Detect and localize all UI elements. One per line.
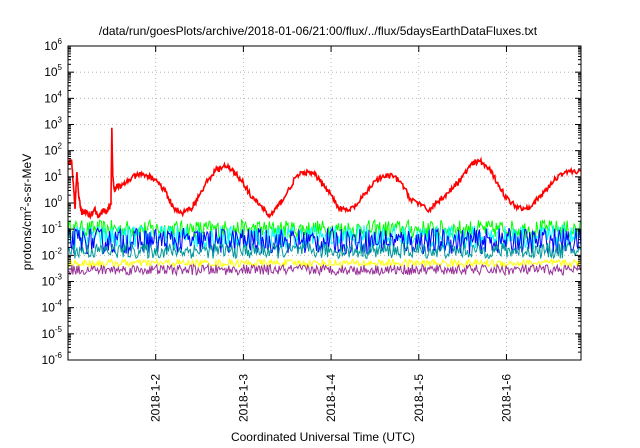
y-tick-label: 10-4 <box>42 299 63 315</box>
x-tick-label: 2018-1-6 <box>499 374 513 422</box>
chart-title: /data/run/goesPlots/archive/2018-01-06/2… <box>99 24 538 38</box>
y-tick-base: 10 <box>44 118 58 132</box>
x-tick-label: 2018-1-4 <box>324 374 338 422</box>
series-line-2 <box>67 218 582 241</box>
y-tick-base: 10 <box>44 65 58 79</box>
series-line-7 <box>67 262 582 277</box>
y-tick-base: 10 <box>44 91 58 105</box>
y-tick-exponent: -2 <box>55 246 63 255</box>
y-tick-label: 101 <box>44 168 62 184</box>
y-axis-label-part-1: protons/cm <box>20 211 34 270</box>
y-tick-base: 10 <box>44 144 58 158</box>
y-tick-label: 100 <box>44 194 62 210</box>
x-axis-label: Coordinated Universal Time (UTC) <box>231 430 415 444</box>
y-axis-label-part-2: -s-sr-MeV <box>20 154 34 207</box>
y-tick-exponent: 4 <box>58 89 63 98</box>
series-layer <box>67 127 582 277</box>
y-tick-exponent: 3 <box>58 116 63 125</box>
y-tick-exponent: 0 <box>58 194 63 203</box>
x-tick-labels: 2018-1-2 2018-1-3 2018-1-4 2018-1-5 2018-1-6 <box>149 374 514 422</box>
grid-lines <box>68 46 581 360</box>
y-tick-exponent: 5 <box>58 63 63 72</box>
y-tick-labels: 10-610-510-410-310-210-11001011021031041… <box>42 37 63 367</box>
x-tick-label: 2018-1-3 <box>236 374 250 422</box>
y-tick-base: 10 <box>42 353 56 367</box>
y-axis-label-superscript: 2 <box>19 206 28 211</box>
y-tick-exponent: 2 <box>58 142 63 151</box>
x-tick-label: 2018-1-5 <box>412 374 426 422</box>
y-tick-exponent: -1 <box>55 220 63 229</box>
tick-marks <box>68 45 581 361</box>
y-tick-base: 10 <box>42 301 56 315</box>
y-tick-base: 10 <box>42 327 56 341</box>
y-tick-label: 10-5 <box>42 325 63 341</box>
y-tick-exponent: -5 <box>55 325 63 334</box>
y-tick-base: 10 <box>44 39 58 53</box>
y-tick-base: 10 <box>44 196 58 210</box>
y-tick-base: 10 <box>42 222 56 236</box>
y-tick-label: 10-2 <box>42 246 63 262</box>
y-tick-label: 103 <box>44 116 62 132</box>
y-tick-exponent: -3 <box>55 273 63 282</box>
y-tick-label: 10-6 <box>42 351 63 367</box>
y-axis-label: protons/cm2-s-sr-MeV <box>19 154 34 270</box>
y-tick-base: 10 <box>44 170 58 184</box>
y-tick-label: 104 <box>44 89 62 105</box>
y-tick-base: 10 <box>42 275 56 289</box>
y-tick-label: 10-3 <box>42 273 63 289</box>
y-tick-label: 106 <box>44 37 62 53</box>
y-tick-exponent: -6 <box>55 351 63 360</box>
y-tick-base: 10 <box>42 248 56 262</box>
y-tick-label: 102 <box>44 142 62 158</box>
y-tick-exponent: 6 <box>58 37 63 46</box>
y-tick-label: 10-1 <box>42 220 63 236</box>
y-tick-exponent: 1 <box>58 168 63 177</box>
x-tick-label: 2018-1-2 <box>149 374 163 422</box>
series-line-1 <box>67 127 582 220</box>
y-tick-label: 105 <box>44 63 62 79</box>
series-line-6 <box>67 257 582 269</box>
y-tick-exponent: -4 <box>55 299 63 308</box>
series-line-5 <box>67 240 582 260</box>
